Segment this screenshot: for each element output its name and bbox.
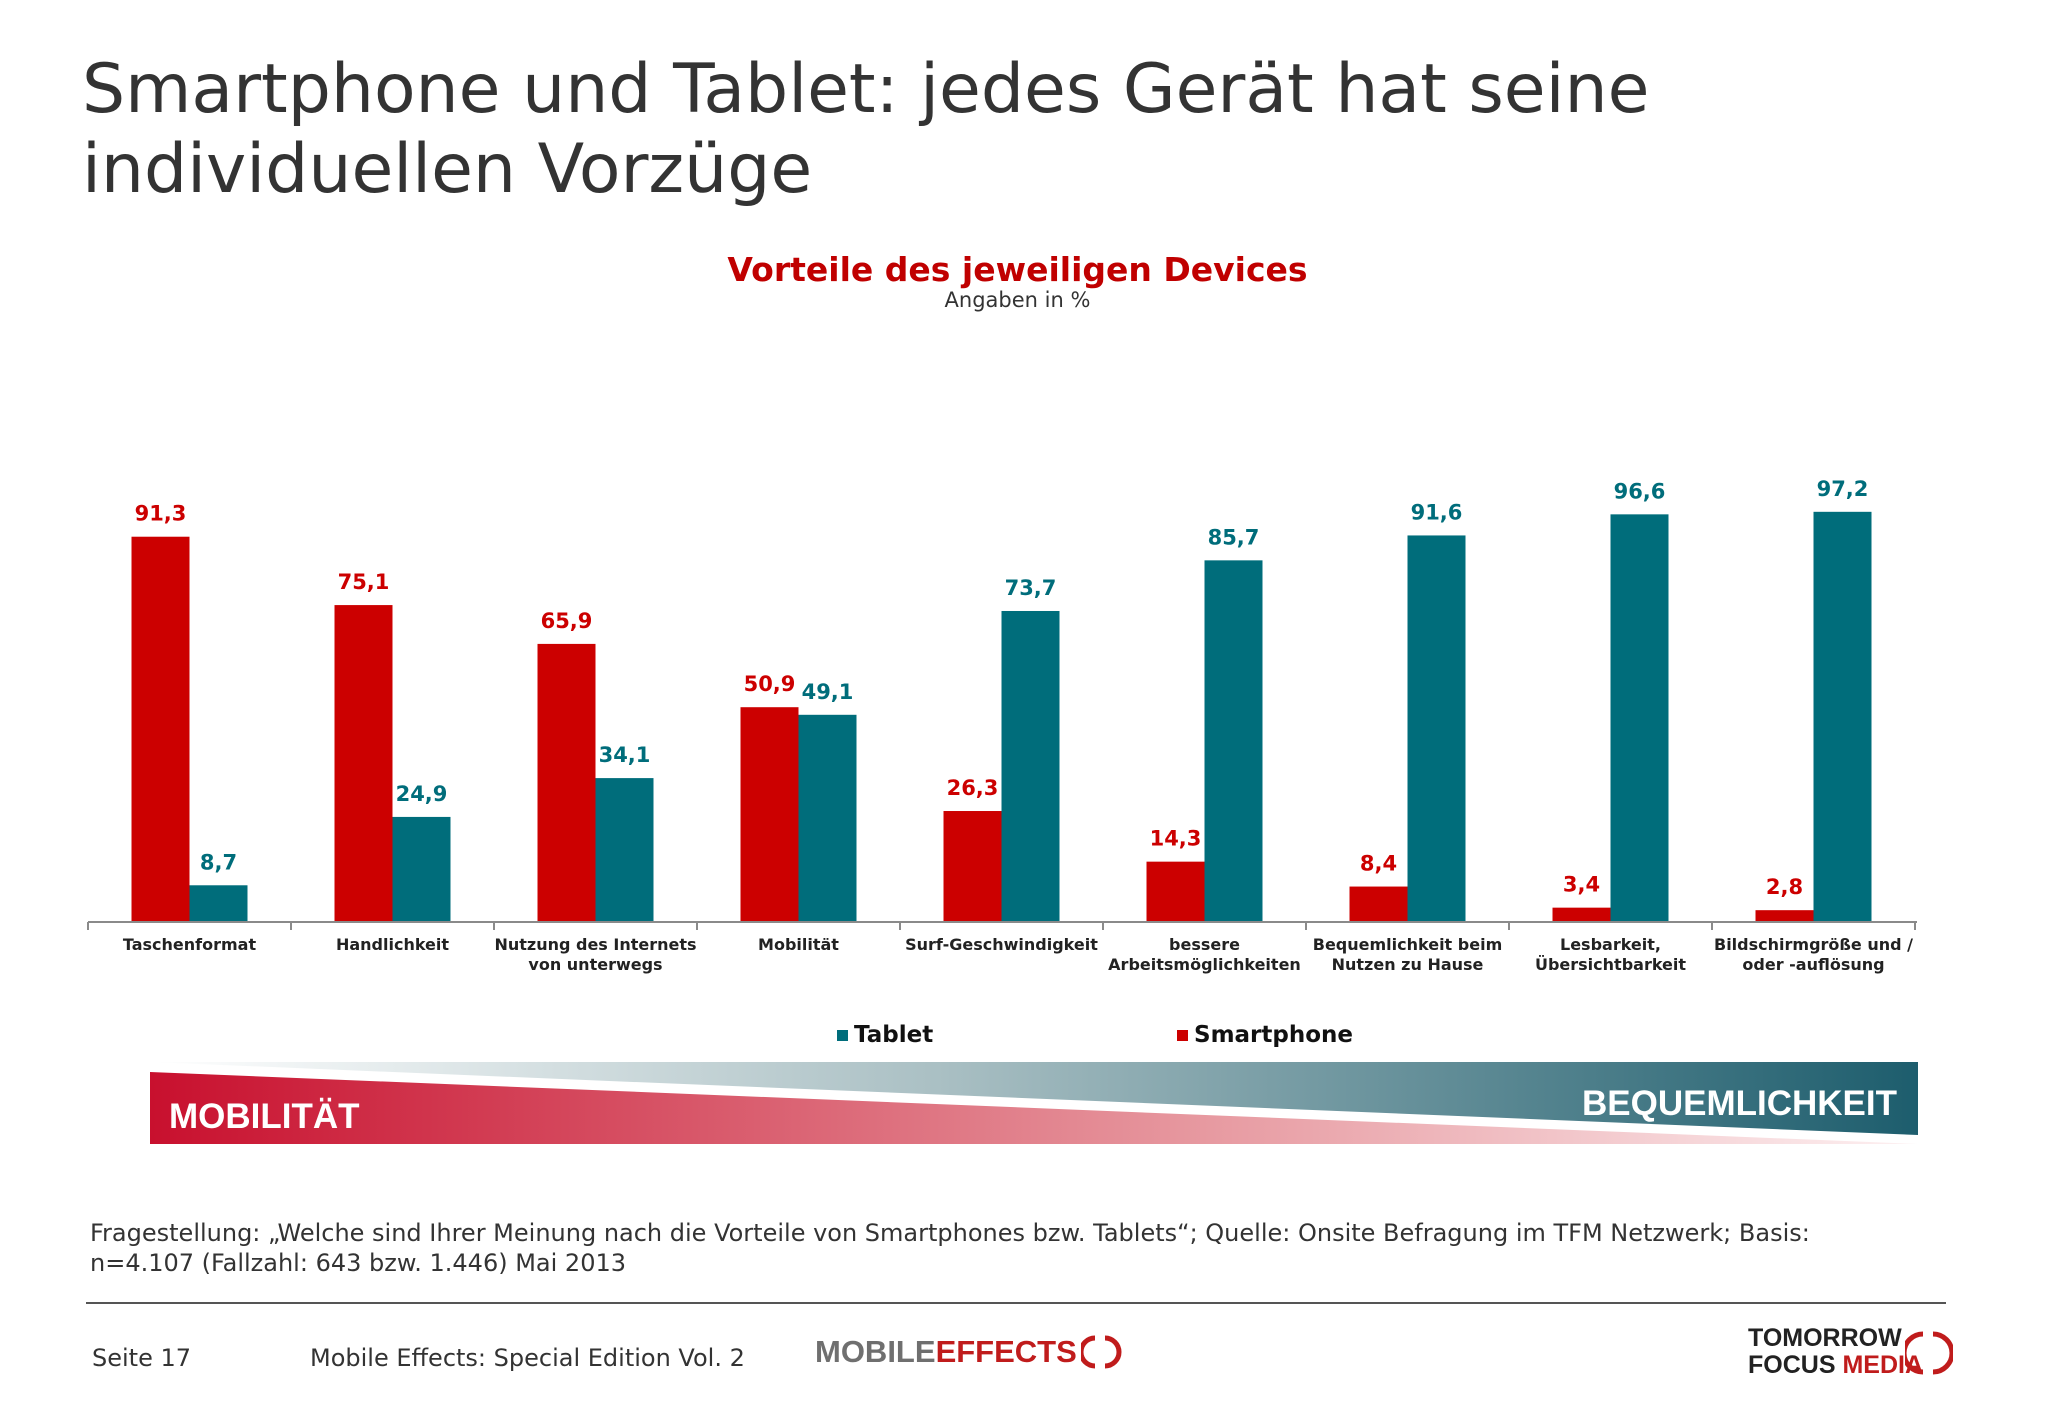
bar-tablet-6 [1407,535,1466,922]
bar-smartphone-7 [1552,907,1611,922]
legend-label-smartphone: Smartphone [1194,1022,1354,1048]
legend-item-smartphone: Smartphone [1177,1022,1353,1048]
bar-smartphone-1 [334,605,393,922]
bar-tablet-7 [1610,514,1669,922]
footnote-line-2: n=4.107 (Fallzahl: 643 bzw. 1.446) Mai 2… [90,1249,627,1277]
category-label-1: Handlichkeit [336,935,449,954]
value-label-smartphone-6: 8,4 [1360,852,1397,876]
bar-smartphone-4 [943,811,1002,922]
bar-tablet-3 [798,714,857,922]
page-number: Seite 17 [92,1344,192,1372]
value-label-smartphone-4: 26,3 [947,776,999,800]
logo-tfm-line-1: TOMORROW [1748,1324,1902,1352]
bar-chart: 91,3 8,7 75,1 24,9 65,9 34,1 50,9 49,1 26,3 73,7 1… [87,477,1917,974]
value-label-tablet-7: 96,6 [1614,479,1666,503]
bar-tablet-2 [595,778,654,922]
category-label-5: Arbeitsmöglichkeiten [1108,955,1301,974]
chart-subtitle: Angaben in % [944,288,1091,312]
value-label-smartphone-5: 14,3 [1150,827,1202,851]
bar-smartphone-6 [1349,886,1408,922]
bar-smartphone-5 [1146,861,1205,922]
category-label-6: Nutzen zu Hause [1332,955,1484,974]
value-label-tablet-0: 8,7 [200,850,237,874]
chart-title: Vorteile des jeweiligen Devices [727,250,1308,289]
tfm-arc-icon [1905,1331,1953,1375]
category-label-8: Bildschirmgröße und / [1714,935,1913,954]
mobility-comfort-banner: MOBILITÄT BEQUEMLICHKEIT [150,1062,1918,1144]
edition-label: Mobile Effects: Special Edition Vol. 2 [310,1344,745,1372]
bar-tablet-4 [1001,610,1060,922]
banner-label-mobilitaet: MOBILITÄT [169,1097,360,1136]
value-label-tablet-4: 73,7 [1005,576,1057,600]
legend-label-tablet: Tablet [854,1022,934,1048]
footnote: Fragestellung: „Welche sind Ihrer Meinun… [90,1218,1950,1278]
bar-smartphone-0 [131,536,190,922]
category-label-6: Bequemlichkeit beim [1313,935,1502,954]
category-label-0: Taschenformat [123,935,257,954]
value-label-tablet-2: 34,1 [599,743,651,767]
value-label-tablet-3: 49,1 [802,680,854,704]
category-label-2: von unterwegs [528,955,662,974]
bar-tablet-0 [189,885,248,922]
legend-item-tablet: Tablet [837,1022,933,1048]
category-label-7: Übersichtbarkeit [1535,955,1686,974]
logo-tfm-focus: FOCUS [1748,1351,1836,1379]
value-label-tablet-8: 97,2 [1817,477,1869,501]
legend-swatch-tablet [837,1029,848,1041]
footer-divider [86,1302,1946,1304]
value-label-smartphone-2: 65,9 [541,609,593,633]
logo-me-effects: EFFECTS [935,1334,1077,1369]
banner-label-bequemlichkeit: BEQUEMLICHKEIT [1582,1084,1897,1123]
bar-smartphone-8 [1755,910,1814,922]
value-label-smartphone-8: 2,8 [1766,875,1803,899]
legend: Tablet Smartphone [0,1022,2048,1052]
logo-me-mobile: MOBILE [815,1334,936,1369]
bar-tablet-8 [1813,511,1872,922]
category-label-8: oder -auflösung [1742,955,1884,974]
value-label-tablet-1: 24,9 [396,782,448,806]
category-label-3: Mobilität [758,935,839,954]
value-label-smartphone-7: 3,4 [1563,873,1600,897]
value-label-smartphone-1: 75,1 [338,570,390,594]
bar-tablet-1 [392,816,451,922]
footnote-line-1: Fragestellung: „Welche sind Ihrer Meinun… [90,1219,1810,1247]
category-label-7: Lesbarkeit, [1560,935,1661,954]
bar-smartphone-3 [740,707,799,922]
legend-swatch-smartphone [1177,1029,1188,1041]
mobile-effects-logo: MOBILE EFFECTS [815,1334,1123,1370]
mobile-effects-arc-icon [1080,1335,1122,1369]
value-label-tablet-6: 91,6 [1411,500,1463,524]
category-label-5: bessere [1169,935,1240,954]
tomorrow-focus-media-logo: TOMORROW FOCUS MEDIA [1748,1325,1923,1379]
slide-title: Smartphone und Tablet: jedes Gerät hat s… [82,50,1650,209]
value-label-tablet-5: 85,7 [1208,525,1260,549]
value-label-smartphone-0: 91,3 [135,502,187,526]
value-label-smartphone-3: 50,9 [744,672,796,696]
category-label-2: Nutzung des Internets [494,935,696,954]
banner-red-wedge [150,1072,1918,1144]
category-label-4: Surf-Geschwindigkeit [905,935,1098,954]
banner-teal-wedge [150,1062,1918,1135]
bar-tablet-5 [1204,560,1263,922]
bar-smartphone-2 [537,643,596,922]
